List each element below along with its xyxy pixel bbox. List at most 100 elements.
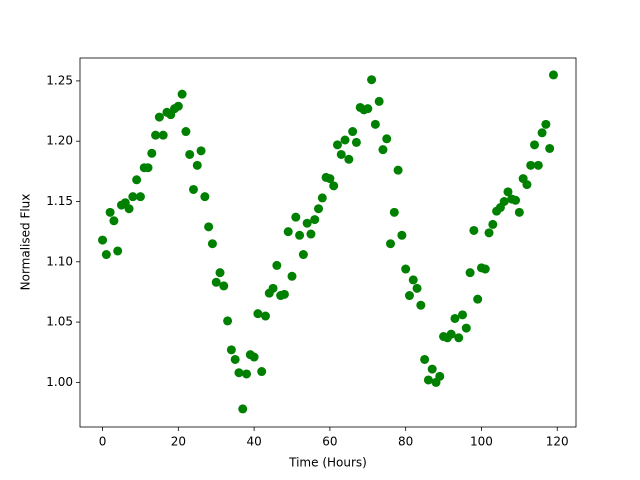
point: [124, 204, 134, 214]
point: [351, 137, 361, 147]
point: [412, 283, 422, 293]
point: [135, 192, 145, 202]
point: [427, 364, 437, 374]
point: [230, 354, 240, 364]
point: [207, 239, 217, 249]
point: [378, 145, 388, 155]
point: [219, 281, 229, 291]
point: [386, 239, 396, 249]
point: [215, 268, 225, 278]
point: [545, 143, 555, 153]
point: [454, 333, 464, 343]
point: [242, 369, 252, 379]
point: [370, 119, 380, 129]
point: [499, 197, 509, 206]
point: [344, 154, 354, 164]
point: [177, 89, 187, 99]
point: [128, 192, 138, 202]
point: [473, 294, 483, 304]
point: [480, 264, 490, 274]
point: [446, 329, 456, 339]
point: [226, 345, 236, 355]
point: [291, 212, 301, 222]
x-tick-label: 80: [398, 435, 413, 449]
point: [336, 149, 346, 159]
point: [283, 227, 293, 237]
point: [249, 352, 259, 362]
point: [514, 207, 524, 217]
point: [310, 215, 320, 225]
x-tick-label: 0: [99, 435, 107, 449]
point: [196, 146, 206, 156]
point: [143, 163, 153, 173]
point: [234, 368, 244, 378]
point: [154, 112, 164, 122]
y-tick-label: 1.20: [46, 134, 73, 148]
point: [397, 230, 407, 240]
point: [147, 148, 157, 158]
point: [211, 277, 221, 287]
point: [533, 160, 543, 170]
point: [109, 216, 119, 226]
point: [537, 128, 547, 138]
point: [484, 228, 494, 238]
point: [374, 96, 384, 106]
point: [113, 246, 123, 256]
point: [298, 250, 308, 260]
x-tick-label: 120: [546, 435, 569, 449]
point: [287, 271, 297, 281]
point: [465, 268, 475, 278]
point: [185, 149, 195, 159]
point: [530, 140, 540, 150]
plot-frame: [79, 57, 577, 428]
point: [132, 175, 142, 185]
point: [302, 218, 312, 228]
y-tick-label: 1.25: [46, 73, 73, 87]
point: [105, 207, 115, 217]
point: [314, 204, 324, 214]
point: [408, 275, 418, 285]
y-tick-label: 1.00: [46, 375, 73, 389]
x-tick-label: 60: [322, 435, 337, 449]
point: [382, 134, 392, 144]
point: [204, 222, 214, 232]
point: [469, 225, 479, 235]
point: [363, 104, 373, 114]
point: [306, 229, 316, 239]
point: [188, 184, 198, 194]
point: [257, 367, 267, 377]
point: [488, 219, 498, 229]
point: [522, 180, 532, 190]
point: [173, 101, 183, 111]
point: [181, 127, 191, 137]
y-tick-label: 1.05: [46, 315, 73, 329]
point: [348, 127, 358, 137]
point: [101, 250, 111, 260]
point: [420, 354, 430, 364]
x-tick-label: 100: [470, 435, 493, 449]
point: [548, 70, 558, 80]
x-tick-label: 20: [171, 435, 186, 449]
y-tick-label: 1.15: [46, 194, 73, 208]
point: [526, 160, 536, 170]
point: [238, 404, 248, 414]
point: [260, 311, 270, 321]
point: [541, 119, 551, 129]
point: [458, 310, 468, 320]
point: [329, 181, 339, 191]
point: [404, 291, 414, 301]
point: [98, 235, 108, 245]
point: [279, 289, 289, 299]
point: [325, 174, 335, 184]
point: [367, 75, 377, 85]
y-tick-label: 1.10: [46, 254, 73, 268]
point: [223, 316, 233, 326]
point: [151, 130, 161, 140]
point: [268, 283, 278, 293]
point: [158, 130, 168, 140]
point: [192, 160, 202, 170]
point: [416, 300, 426, 310]
point: [423, 375, 433, 385]
